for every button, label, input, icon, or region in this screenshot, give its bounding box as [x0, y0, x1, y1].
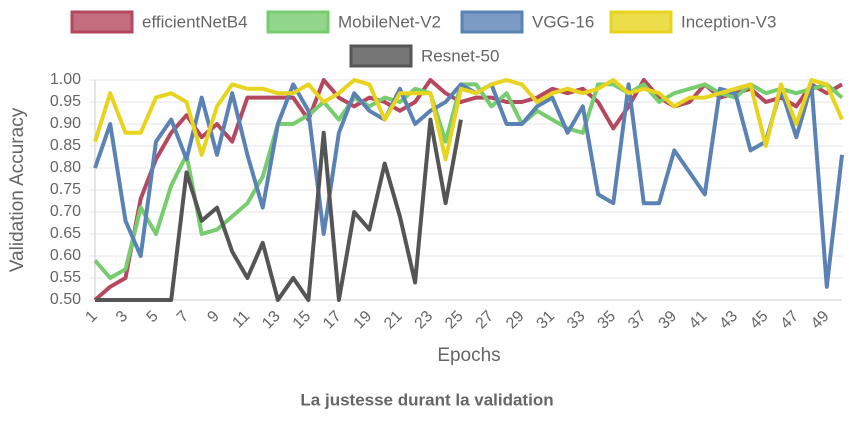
x-tick-label: 1 [82, 308, 100, 326]
x-tick-label: 35 [595, 308, 620, 333]
legend-swatch [70, 10, 134, 34]
x-tick-label: 41 [686, 308, 711, 333]
legend-swatch [349, 44, 413, 68]
legend-label: MobileNet-V2 [338, 12, 441, 31]
x-tick-label: 31 [534, 308, 559, 333]
x-tick-label: 33 [564, 308, 589, 333]
chart-title: La justesse durant la validation [300, 390, 553, 409]
x-tick-label: 45 [747, 308, 772, 333]
legend-swatch [609, 10, 673, 34]
y-tick-label: 0.95 [50, 93, 81, 110]
y-tick-label: 0.80 [50, 159, 81, 176]
x-tick-label: 27 [473, 308, 498, 333]
y-tick-label: 1.00 [50, 71, 81, 88]
y-tick-label: 0.60 [50, 247, 81, 264]
line-series [95, 117, 463, 302]
x-tick-label: 9 [204, 308, 222, 326]
x-tick-label: 37 [625, 308, 650, 333]
y-tick-label: 0.70 [50, 203, 81, 220]
x-tick-label: 25 [442, 308, 467, 333]
legend-swatch [266, 10, 330, 34]
x-tick-label: 47 [777, 308, 802, 333]
x-tick-label: 15 [290, 308, 315, 333]
line-series [93, 82, 844, 280]
x-tick-label: 19 [351, 308, 376, 333]
y-axis-label: Validation Accuracy [7, 107, 28, 272]
x-tick-label: 29 [503, 308, 528, 333]
x-tick-label: 7 [174, 308, 192, 326]
y-tick-label: 0.90 [50, 115, 81, 132]
y-tick-label: 0.50 [50, 291, 81, 308]
y-tick-label: 0.85 [50, 137, 81, 154]
legend-label: efficientNetB4 [142, 12, 248, 31]
line-series [93, 78, 844, 162]
y-tick-label: 0.65 [50, 225, 81, 242]
x-tick-label: 43 [716, 308, 741, 333]
legend-label: Inception-V3 [681, 12, 776, 31]
x-tick-label: 39 [656, 308, 681, 333]
x-tick-label: 21 [381, 308, 406, 333]
y-tick-label: 0.75 [50, 181, 81, 198]
x-tick-label: 11 [229, 308, 253, 332]
x-tick-label: 3 [113, 308, 131, 326]
x-tick-label: 5 [143, 308, 161, 326]
legend-label: VGG-16 [532, 12, 594, 31]
legend-label: Resnet-50 [421, 46, 499, 65]
y-tick-label: 0.55 [50, 269, 81, 286]
x-axis-label: Epochs [437, 345, 500, 366]
legend-swatch [460, 10, 524, 34]
x-tick-label: 49 [808, 308, 833, 333]
x-tick-label: 23 [412, 308, 437, 333]
x-tick-label: 13 [259, 308, 284, 333]
x-tick-label: 17 [320, 308, 345, 333]
line-series [93, 82, 844, 289]
